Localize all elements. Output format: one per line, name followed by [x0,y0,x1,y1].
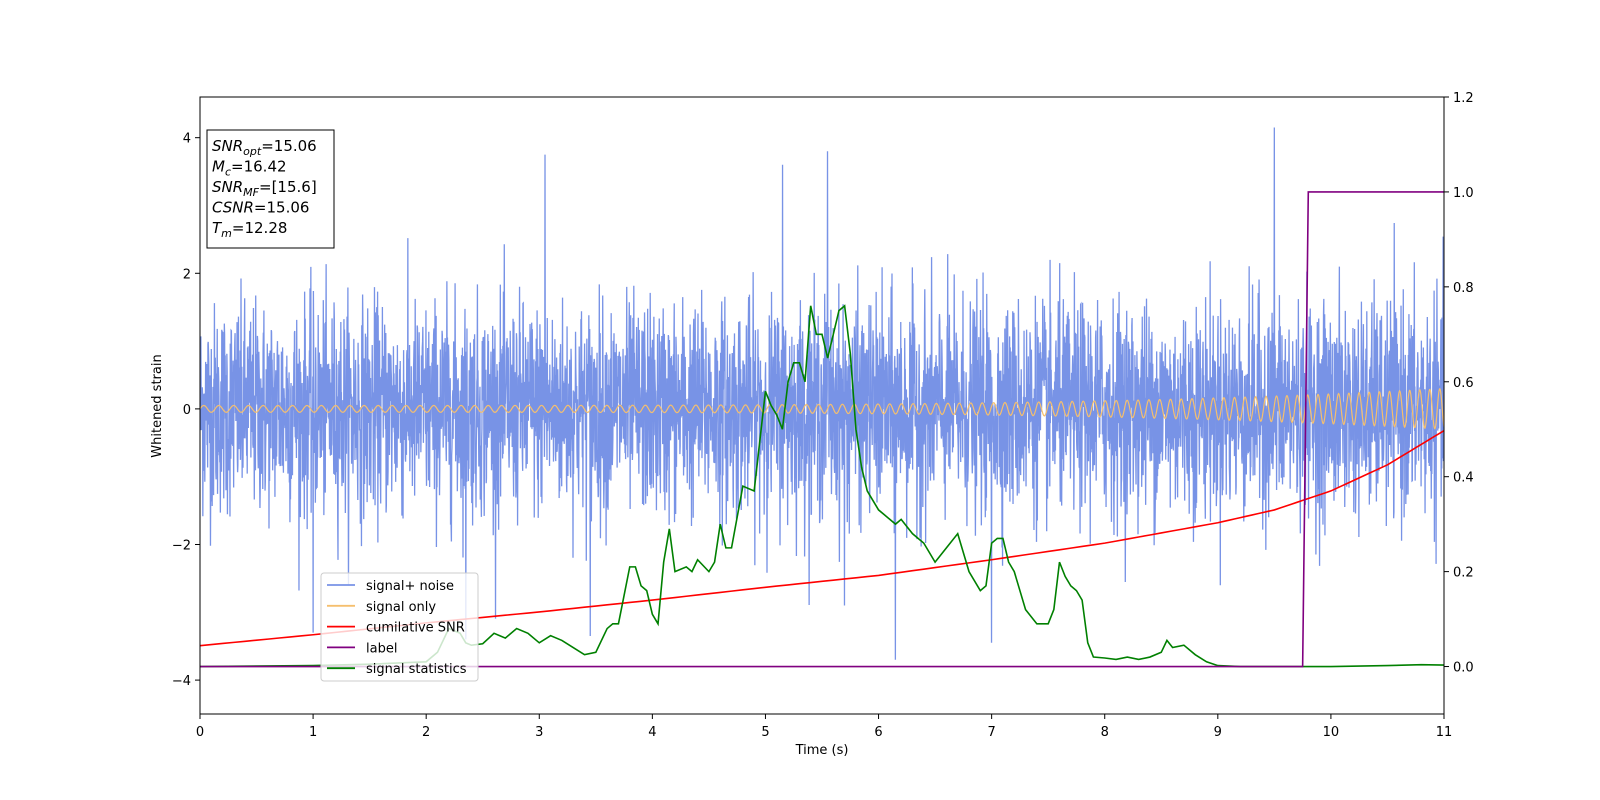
y-tick-label: 0 [183,403,191,418]
legend-frame [320,572,479,682]
info-value: =15.06 [261,137,317,155]
y2-tick-label: 0.2 [1453,566,1474,581]
y-axis-label: Whitened strain [150,354,165,457]
y2-tick-label: 0.8 [1453,281,1474,296]
x-tick-label: 11 [1436,725,1453,740]
info-value: =[15.6] [259,178,317,196]
x-tick-label: 6 [874,725,882,740]
y2-tick-label: 1.2 [1453,91,1474,106]
y-tick-label: 4 [183,132,191,147]
legend-entry-label: cumilative SNR [366,621,465,636]
info-box-frame [206,129,335,249]
x-tick-label: 0 [196,725,204,740]
y-axis-right: 1.2 1.0 0.8 0.6 0.4 0.2 0.0 [1444,91,1474,676]
legend-entry-label: signal only [366,600,436,615]
y2-tick-label: 1.0 [1453,186,1474,201]
info-subscript: opt [243,145,262,158]
info-symbol: M [212,158,225,176]
info-value: =16.42 [231,158,287,176]
x-tick-label: 4 [648,725,656,740]
info-line: Mc=16.42 [212,158,287,179]
x-tick-label: 8 [1101,725,1109,740]
info-symbol: SNR [212,137,243,155]
series-signal-noise-line [200,127,1444,660]
info-subscript: m [221,227,232,240]
info-subscript: c [225,166,231,179]
legend-entry-label: signal+ noise [366,579,454,594]
x-tick-label: 3 [535,725,543,740]
info-value: =12.28 [232,219,288,237]
series-signal-statistics-line [200,304,1444,668]
x-tick-label: 1 [309,725,317,740]
x-tick-label: 9 [1214,725,1222,740]
series-label-line [200,191,1444,668]
plot-frame [199,96,1445,715]
info-symbol: SNR [212,178,243,196]
y-tick-label: 2 [183,267,191,282]
x-tick-label: 7 [987,725,995,740]
info-line: SNRopt=15.06 [212,137,317,158]
info-symbol: CSNR [212,199,254,217]
x-axis-label: Time (s) [795,743,849,758]
x-axis: 0 1 2 3 4 5 6 7 8 9 10 11 [196,714,1452,740]
legend-entry-label: signal statistics [366,662,467,677]
info-line: Tm=12.28 [212,219,287,240]
x-tick-label: 10 [1323,725,1340,740]
x-tick-label: 5 [761,725,769,740]
info-box: SNRopt=15.06Mc=16.42SNRMF=[15.6]CSNR=15.… [206,129,335,249]
y2-tick-label: 0.4 [1453,471,1474,486]
legend: signal+ noise signal only cumilative SNR la… [320,572,479,682]
x-tick-label: 2 [422,725,430,740]
series-signal-only-line [200,387,1444,430]
y-axis-left: 4 2 0 −2 −4 [172,132,200,689]
y2-tick-label: 0.6 [1453,376,1474,391]
info-line: CSNR=15.06 [212,199,309,217]
legend-entry-label: label [366,641,397,656]
y2-tick-label: 0.0 [1453,661,1474,676]
y-tick-label: −4 [172,674,191,689]
y-tick-label: −2 [172,538,191,553]
info-symbol: T [212,219,223,237]
info-line: SNRMF=[15.6] [212,178,317,199]
info-value: =15.06 [254,199,310,217]
info-subscript: MF [243,186,259,199]
